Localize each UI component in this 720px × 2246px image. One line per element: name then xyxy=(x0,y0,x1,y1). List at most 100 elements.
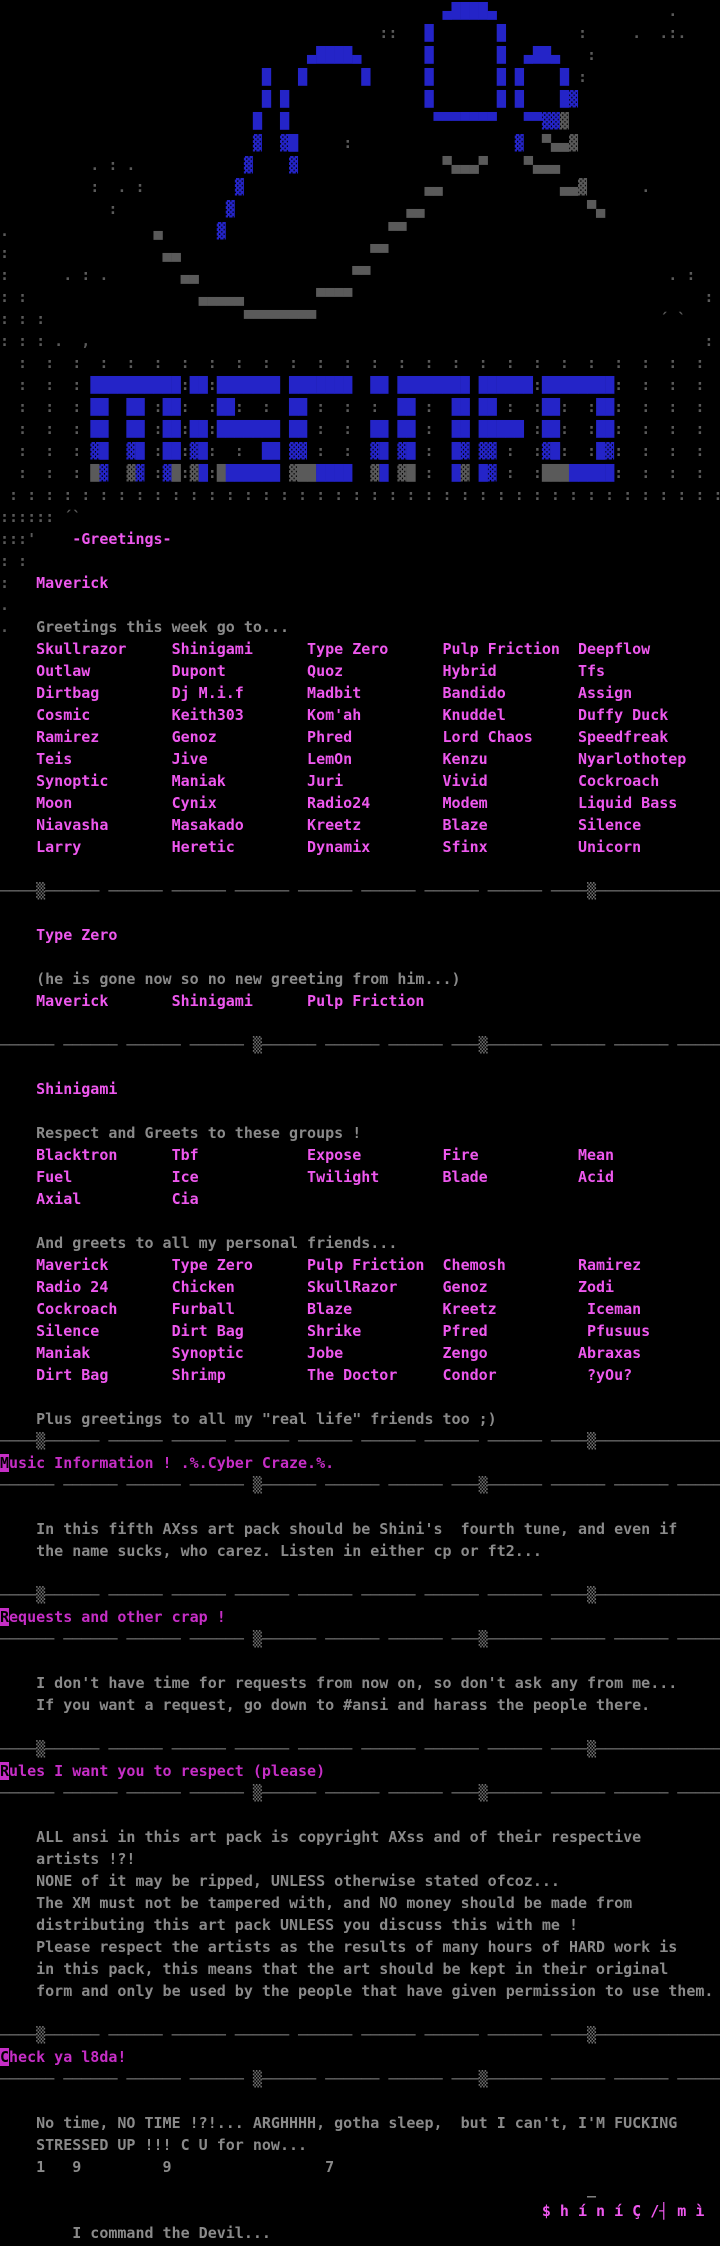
art-blue-run: █ xyxy=(451,464,461,482)
text-run: Synoptic Maniak Juri Vivid Cockroach xyxy=(0,772,660,790)
art-grey-run: ▀▄▄▄▀ ▀▄▄▄ xyxy=(442,156,560,174)
greetings-names-row: Outlaw Dupont Quoz Hybrid Tfs xyxy=(0,660,720,682)
text-run: Maniak Synoptic Jobe Zengo Abraxas xyxy=(0,1344,642,1362)
text-run: Please respect the artists as the result… xyxy=(0,1938,678,1956)
text-run: Cockroach Furball Blaze Kreetz Iceman xyxy=(0,1300,642,1318)
art-grey-run: : xyxy=(207,376,217,394)
groups-row: Axial Cia xyxy=(0,1188,720,1210)
rules-body-line: distributing this art pack UNLESS you di… xyxy=(0,1914,720,1936)
art-grey-run: : : : : : : : : : : : : : : : : : : : : … xyxy=(0,486,720,504)
text-run: No time, NO TIME !?!... ARGHHHH, gotha s… xyxy=(0,2114,678,2132)
art-grey-run: :█ xyxy=(207,464,226,482)
art-grey-run: : xyxy=(532,420,542,438)
art-grey-run: : xyxy=(587,46,597,64)
art-blue-run: ████ xyxy=(316,464,371,482)
text-run: ────▒────── ────── ────── ────── ────── … xyxy=(0,1432,720,1450)
art-blue-run: ██ xyxy=(162,420,181,438)
art-blue-run: ▓█ xyxy=(189,442,208,460)
doodle-art-line: : . : . ▄▄ ▀▀ . : xyxy=(0,264,720,286)
friends-row: Silence Dirt Bag Shrike Pfred Pfusuus xyxy=(0,1320,720,1342)
art-grey-run: : : xyxy=(234,398,289,416)
art-grey-run: : : : : xyxy=(614,376,720,394)
banner-grid-line: : : : : : : : : : : : : : : : : : : : : … xyxy=(0,352,720,374)
art-grey-run xyxy=(0,90,262,108)
text-run: Axial Cia xyxy=(0,1190,199,1208)
text-run: heck ya l8da! xyxy=(9,2048,127,2066)
art-grey-run: : : xyxy=(316,420,371,438)
art-grey-run: ▄▄ ▄▄▓ . xyxy=(424,178,651,196)
art-grey-run: : :███ xyxy=(505,464,569,482)
rules-body-line: form and only be used by the people that… xyxy=(0,1980,720,2002)
art-grey-run: : xyxy=(577,68,588,86)
art-grey-run: : : xyxy=(505,442,542,460)
text-run: Cosmic Keith303 Kom'ah Knuddel Duffy Duc… xyxy=(0,706,669,724)
art-blue-run: ██ xyxy=(216,398,235,416)
text-run: (he is gone now so no new greeting from … xyxy=(0,970,461,988)
text-run: Respect and Greets to these groups ! xyxy=(0,1124,362,1142)
art-blue-run: ▓ xyxy=(514,134,542,152)
music-body-line: In this fifth AXss art pack should be Sh… xyxy=(0,1518,720,1540)
groups-row: Fuel Ice Twilight Blade Acid xyxy=(0,1166,720,1188)
spacer-line xyxy=(0,1804,720,1826)
art-grey-run: . : . xyxy=(0,156,244,174)
art-blue-run: █ xyxy=(198,464,208,482)
art-blue-run: █ █ █ █ █ █ █ xyxy=(261,68,578,86)
art-blue-run: ██ ▓▓ xyxy=(261,442,317,460)
spacer-line xyxy=(0,1562,720,1584)
art-grey-run xyxy=(0,112,253,130)
art-grey-run: : xyxy=(343,134,515,152)
art-grey-run: : . : xyxy=(0,178,235,196)
art-blue-run: █ xyxy=(379,464,398,482)
art-grey-run: : xyxy=(180,376,190,394)
text-run: The XM must not be tampered with, and NO… xyxy=(0,1894,633,1912)
art-grey-run: : : : xyxy=(0,442,91,460)
greetings-names-row: Skullrazor Shinigami Type Zero Pulp Fric… xyxy=(0,638,720,660)
text-run: Larry Heretic Dynamix Sfinx Unicorn xyxy=(0,838,642,856)
art-remnant-line: . xyxy=(0,594,720,616)
art-grey-run: :::' xyxy=(0,530,37,548)
spacer-line xyxy=(0,946,720,968)
requests-section-header: Requests and other crap ! xyxy=(0,1606,720,1628)
banner-title-line: : : : ██████████:██:███████ ███████ ██ █… xyxy=(0,374,720,396)
divider-line: ────▒────── ────── ────── ────── ────── … xyxy=(0,880,720,902)
divider-line: ────── ────── ────── ────── ▒────── ────… xyxy=(0,1782,720,1804)
art-grey-run: ▓ xyxy=(559,112,569,130)
doodle-art-line: ▄████▄ . xyxy=(0,0,720,22)
text-run: ────── ────── ────── ────── ▒────── ────… xyxy=(0,1476,720,1494)
text-run: _ xyxy=(0,2180,597,2198)
text-run: $ h í n í Ç /┤ m ì xyxy=(0,2202,705,2220)
art-blue-run: ▓ ▓█ xyxy=(252,134,344,152)
art-blue-run: ██ xyxy=(541,398,560,416)
groups-row: Blacktron Tbf Expose Fire Mean xyxy=(0,1144,720,1166)
art-blue-run: █ █ █ █ █ █▓ xyxy=(261,90,578,108)
art-grey-run: : : : xyxy=(316,398,398,416)
art-grey-run: : xyxy=(153,442,163,460)
art-grey-run: ▄▄ ▀▄ xyxy=(406,200,606,218)
requests-body-line: I don't have time for requests from now … xyxy=(0,1672,720,1694)
art-grey-run: : : : : xyxy=(614,398,720,416)
art-blue-run: ▄████▄ █ █ ▄██▄ xyxy=(307,46,588,64)
text-run: Radio 24 Chicken SkullRazor Genoz Zodi xyxy=(0,1278,615,1296)
text-run: Type Zero xyxy=(0,926,118,944)
art-grey-run: ▓██ xyxy=(289,464,317,482)
art-grey-run: : xyxy=(424,398,452,416)
banner-title-line: : : : ██ ██ :██: :██: : ██ : : : ██ : ██… xyxy=(0,396,720,418)
typezero-names-row: Maverick Shinigami Pulp Friction xyxy=(0,990,720,1012)
art-grey-run xyxy=(0,2,443,20)
art-grey-run: : : xyxy=(207,442,262,460)
greetings-names-row: Ramirez Genoz Phred Lord Chaos Speedfrea… xyxy=(0,726,720,748)
text-run: R xyxy=(0,1762,10,1780)
text-run: 1 9 9 7 xyxy=(0,2158,335,2176)
art-grey-run: : : xyxy=(0,552,28,570)
text-run: Dirt Bag Shrimp The Doctor Condor ?yOu? xyxy=(0,1366,633,1384)
divider-line: ────── ────── ────── ────── ▒────── ────… xyxy=(0,1034,720,1056)
banner-grid-dense-line: : : : : : : : : : : : : : : : : : : : : … xyxy=(0,484,720,506)
art-blue-run: ██ xyxy=(189,420,208,438)
text-run: C xyxy=(0,2048,10,2066)
art-blue-run: ▓ xyxy=(99,464,127,482)
text-run: Outlaw Dupont Quoz Hybrid Tfs xyxy=(0,662,606,680)
text-run: Ramirez Genoz Phred Lord Chaos Speedfrea… xyxy=(0,728,669,746)
art-grey-run: : xyxy=(532,376,542,394)
spacer-line xyxy=(0,1386,720,1408)
banner-title-line: : : : █▓ ▓▓ :▓█:▓█:███████ ▓██████ ▓█ ▓█… xyxy=(0,462,720,484)
